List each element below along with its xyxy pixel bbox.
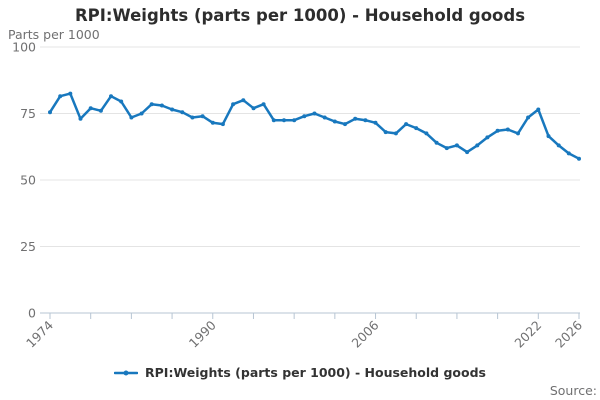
series-line: [48, 92, 581, 160]
x-tick-label: 2022: [511, 318, 544, 351]
data-point: [556, 143, 561, 148]
data-point: [485, 135, 490, 140]
data-point: [302, 114, 307, 119]
data-point: [271, 118, 276, 123]
data-point: [231, 102, 236, 107]
legend: RPI:Weights (parts per 1000) - Household…: [0, 365, 600, 380]
data-point: [414, 126, 419, 131]
data-point: [159, 103, 164, 108]
data-point: [322, 115, 327, 120]
y-tick-label: 50: [20, 173, 36, 188]
data-point: [424, 131, 429, 136]
data-point: [505, 127, 510, 132]
x-tick-label: 1990: [186, 317, 219, 350]
y-tick-label: 0: [28, 306, 36, 321]
data-point: [139, 111, 144, 116]
data-point: [98, 108, 103, 113]
data-point: [444, 146, 449, 151]
data-point: [393, 131, 398, 136]
data-point: [536, 107, 541, 112]
data-point: [251, 106, 256, 111]
data-point: [383, 130, 388, 135]
chart-title: RPI:Weights (parts per 1000) - Household…: [74, 6, 526, 25]
data-point: [119, 99, 124, 104]
data-point: [434, 140, 439, 145]
y-tick-label: 25: [20, 239, 36, 254]
data-point: [566, 151, 571, 156]
data-point: [404, 122, 409, 127]
data-point: [220, 122, 225, 127]
x-tick-label: 1974: [23, 317, 56, 350]
legend-line-marker-icon: [114, 370, 139, 375]
data-point: [454, 143, 459, 148]
data-point: [526, 115, 531, 120]
data-point: [577, 156, 581, 161]
x-tick-label: 2026: [552, 317, 585, 350]
source-label: Source:: [549, 383, 597, 398]
data-point: [353, 116, 358, 121]
data-point: [210, 120, 215, 125]
data-point: [282, 118, 286, 123]
data-point: [200, 114, 205, 119]
x-tick-label: 2006: [349, 317, 382, 350]
data-point: [343, 122, 347, 127]
data-point: [332, 119, 337, 124]
legend-item-label: RPI:Weights (parts per 1000) - Household…: [145, 365, 486, 380]
legend-item[interactable]: RPI:Weights (parts per 1000) - Household…: [114, 365, 486, 380]
data-point: [48, 110, 52, 115]
data-point: [109, 94, 113, 99]
data-point: [149, 102, 154, 107]
data-point: [180, 110, 185, 115]
data-point: [373, 120, 378, 125]
data-point: [129, 115, 134, 120]
data-point: [68, 91, 73, 96]
data-point: [465, 150, 470, 155]
data-point: [495, 128, 500, 133]
data-point: [88, 106, 93, 111]
data-point: [58, 94, 63, 99]
data-point: [241, 98, 246, 103]
data-point: [78, 116, 83, 121]
y-tick-label: 75: [20, 106, 36, 121]
y-tick-label: 100: [12, 40, 36, 55]
data-point: [170, 107, 175, 112]
data-point: [312, 111, 317, 116]
data-point: [363, 118, 368, 123]
y-axis-unit-label: Parts per 1000: [8, 27, 100, 42]
data-point: [516, 131, 520, 136]
data-point: [261, 102, 266, 107]
data-point: [190, 115, 195, 120]
data-point: [475, 143, 480, 148]
data-point: [546, 134, 551, 139]
data-point: [292, 118, 297, 123]
